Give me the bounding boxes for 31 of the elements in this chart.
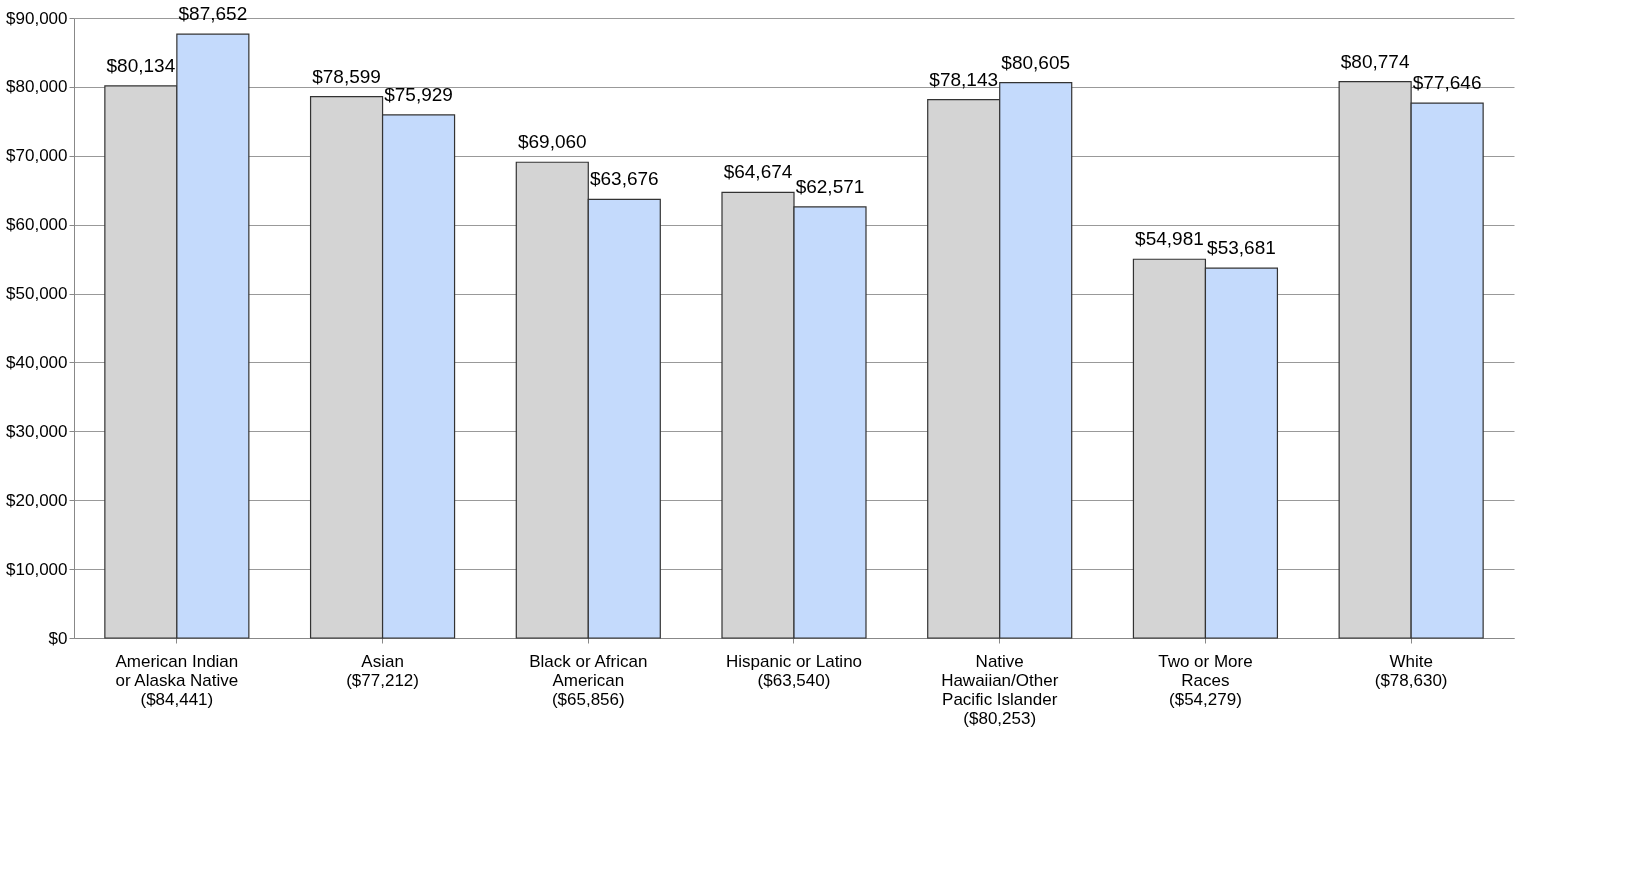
y-tick-label: $80,000 xyxy=(6,77,68,97)
data-label: $87,652 xyxy=(178,3,248,25)
y-tick-label: $70,000 xyxy=(6,146,68,166)
data-label: $62,571 xyxy=(795,175,865,197)
x-tick-label: Native Hawaiian/Other Pacific Islander ($80,253) xyxy=(941,651,1059,728)
data-label: $80,774 xyxy=(1340,50,1410,72)
x-tick-label: Two or More Races ($54,279) xyxy=(1158,651,1253,709)
x-tick-label: Black or African American ($65,856) xyxy=(529,651,648,709)
data-label: $64,674 xyxy=(723,161,793,183)
data-label: $69,060 xyxy=(517,131,587,153)
x-tick-label: White ($78,630) xyxy=(1374,651,1448,690)
y-tick-label: $50,000 xyxy=(6,284,68,304)
data-label: $63,676 xyxy=(589,168,659,190)
data-label: $80,605 xyxy=(1001,51,1071,73)
x-tick-label: American Indian or Alaska Native ($84,441) xyxy=(115,651,239,709)
x-tick-label: Asian ($77,212) xyxy=(346,651,419,690)
data-label: $75,929 xyxy=(384,83,453,105)
data-label: $80,134 xyxy=(106,54,176,76)
y-tick-label: $20,000 xyxy=(6,490,68,510)
data-label: $54,981 xyxy=(1135,228,1204,250)
y-tick-label: $0 xyxy=(48,628,68,648)
data-label: $78,599 xyxy=(312,65,381,87)
y-tick-label: $10,000 xyxy=(6,559,68,579)
data-label: $78,143 xyxy=(929,68,999,90)
data-label: $77,646 xyxy=(1412,72,1482,94)
x-tick-label: Hispanic or Latino ($63,540) xyxy=(725,651,863,690)
data-label: $53,681 xyxy=(1207,237,1276,259)
y-tick-label: $90,000 xyxy=(6,8,68,28)
y-tick-label: $30,000 xyxy=(6,421,68,441)
y-tick-label: $60,000 xyxy=(6,215,68,235)
y-tick-label: $40,000 xyxy=(6,352,68,372)
